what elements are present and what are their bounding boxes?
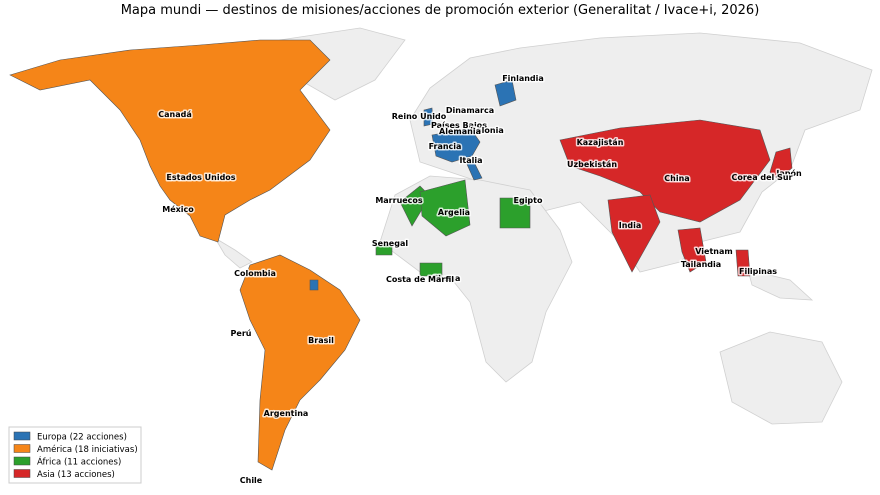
country-label: Tailandia [681, 260, 721, 269]
legend-swatch [13, 444, 31, 453]
country-label: Uzbekistán [567, 160, 617, 169]
country-label: Reino Unido [392, 112, 447, 121]
country-label: Egipto [514, 196, 543, 205]
country-label: Brasil [308, 336, 334, 345]
country-label: Senegal [372, 239, 408, 248]
country-label: Canadá [158, 110, 192, 119]
country-label: Perú [231, 329, 252, 338]
country-label: Kazajistán [577, 138, 624, 147]
map-title: Mapa mundi — destinos de misiones/accion… [121, 3, 760, 18]
country-label: Chile [240, 476, 263, 485]
country-label: Países Bajos [431, 121, 487, 130]
country-label: Polonia [470, 126, 503, 135]
country-label: Estados Unidos [166, 173, 235, 182]
country-label: Alemania [439, 127, 481, 136]
legend-label: Europa (22 acciones) [37, 433, 127, 443]
legend-label: Asia (13 acciones) [37, 470, 115, 480]
country-label: Argelia [438, 208, 470, 217]
legend-label: América (18 iniciativas) [37, 444, 138, 455]
country-label: Japón [775, 168, 802, 178]
country-label: Finlandia [502, 74, 544, 83]
country-label: Italia [459, 156, 482, 165]
country-label: Dinamarca [446, 106, 494, 115]
highlighted-countries [9, 39, 793, 471]
country-label: Marruecos [375, 196, 423, 205]
legend-box [8, 426, 142, 484]
country-label: México [162, 204, 194, 214]
country-label: Argentina [264, 409, 309, 418]
country-label: Filipinas [739, 267, 777, 276]
country-label: Ghana [432, 274, 461, 283]
country-label: China [664, 174, 689, 183]
country-label: Corea del Sur [731, 173, 792, 182]
legend-swatch [13, 456, 31, 466]
legend-swatch [13, 431, 31, 441]
legend-swatch [13, 469, 31, 478]
country-label: Colombia [234, 269, 276, 278]
country-label: India [619, 221, 642, 230]
country-label: Francia [429, 142, 462, 151]
country-label: Vietnam [695, 247, 732, 256]
country-label: Costa de Marfil [386, 275, 454, 284]
legend-label: África (11 acciones) [37, 456, 121, 468]
